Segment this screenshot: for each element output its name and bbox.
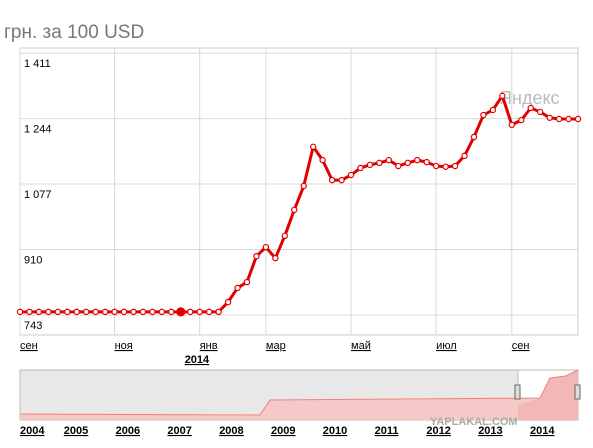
navigator	[19, 369, 581, 421]
data-point	[555, 115, 563, 123]
y-tick-label: 1 077	[24, 189, 52, 201]
y-tick-label: 1 411	[24, 58, 51, 70]
y-tick-label: 743	[24, 320, 42, 332]
data-point	[149, 308, 156, 316]
navigator-year: 2012	[426, 425, 450, 437]
data-point	[262, 243, 270, 251]
data-point	[234, 284, 241, 292]
data-point	[499, 92, 506, 100]
data-point	[187, 308, 194, 316]
data-point	[319, 156, 326, 164]
data-point	[196, 308, 203, 316]
data-point	[518, 116, 525, 124]
navigator-year: 2006	[116, 425, 140, 437]
data-point	[92, 308, 99, 316]
data-point	[45, 308, 52, 316]
navigator-year: 2005	[64, 425, 88, 437]
data-point	[508, 121, 515, 129]
data-point	[139, 308, 147, 316]
data-point	[451, 162, 459, 170]
data-point	[168, 308, 175, 316]
data-point	[205, 308, 213, 316]
data-point	[54, 308, 62, 316]
data-point	[243, 278, 251, 286]
data-point	[470, 133, 478, 141]
x-tick-label: мар	[266, 340, 286, 352]
x-sublabel: 2014	[185, 354, 210, 366]
data-point	[527, 104, 534, 112]
data-point	[291, 206, 298, 214]
data-point	[432, 162, 440, 170]
plot-frame	[19, 47, 579, 336]
navigator-year: 2004	[20, 425, 45, 437]
data-point	[64, 308, 71, 316]
navigator-handle[interactable]	[514, 384, 521, 400]
data-point	[357, 164, 364, 172]
data-point	[253, 252, 260, 260]
data-point	[111, 308, 118, 316]
data-point	[347, 171, 355, 179]
x-tick-label: май	[351, 340, 371, 352]
data-point	[120, 308, 128, 316]
data-point	[404, 159, 411, 167]
data-point	[224, 298, 232, 306]
navigator-handle[interactable]	[574, 384, 581, 400]
data-point	[16, 308, 24, 316]
x-tick-label: июл	[436, 340, 457, 352]
data-point	[366, 161, 374, 169]
navigator-year: 2013	[478, 425, 502, 437]
data-point	[158, 308, 166, 316]
navigator-year: 2009	[271, 425, 295, 437]
navigator-area-selected	[518, 370, 578, 420]
x-tick-label: сен	[20, 340, 38, 352]
data-point	[300, 182, 307, 190]
data-point	[385, 156, 393, 164]
navigator-year: 2014	[530, 425, 555, 437]
data-point	[26, 308, 33, 316]
navigator-year: 2011	[375, 425, 399, 437]
data-point	[83, 308, 90, 316]
data-point	[35, 308, 43, 316]
data-point	[272, 254, 279, 262]
data-point	[281, 232, 289, 240]
x-tick-label: сен	[512, 340, 530, 352]
navigator-year: 2008	[219, 425, 243, 437]
data-point	[376, 159, 383, 167]
navigator-line	[19, 369, 579, 416]
y-tick-label: 1 244	[24, 124, 52, 136]
x-tick-label: янв	[200, 340, 218, 352]
data-point	[565, 115, 572, 123]
data-point	[73, 308, 80, 316]
data-point	[130, 308, 137, 316]
series-line	[20, 94, 578, 314]
data-point	[480, 111, 487, 119]
site-watermark: YAPLAKAL.COM	[430, 416, 518, 428]
data-point	[338, 176, 345, 184]
data-point	[101, 308, 109, 316]
data-point	[442, 163, 449, 170]
navigator-year: 2010	[323, 425, 347, 437]
data-point	[546, 114, 553, 121]
data-point	[574, 115, 582, 123]
data-point	[309, 143, 317, 151]
data-point	[423, 158, 430, 166]
chart-title: грн. за 100 USD	[4, 22, 144, 43]
navigator-area	[20, 398, 578, 420]
data-point	[414, 156, 421, 164]
data-point	[461, 152, 468, 160]
data-point	[489, 106, 497, 114]
watermark: Яндекс	[499, 88, 560, 108]
navigator-year: 2007	[167, 425, 191, 437]
y-tick-label: 910	[24, 255, 42, 267]
data-point	[215, 308, 222, 316]
data-point	[536, 108, 544, 116]
data-point	[176, 307, 186, 317]
data-point	[395, 162, 402, 170]
data-point	[328, 176, 336, 184]
x-tick-label: ноя	[115, 340, 133, 352]
